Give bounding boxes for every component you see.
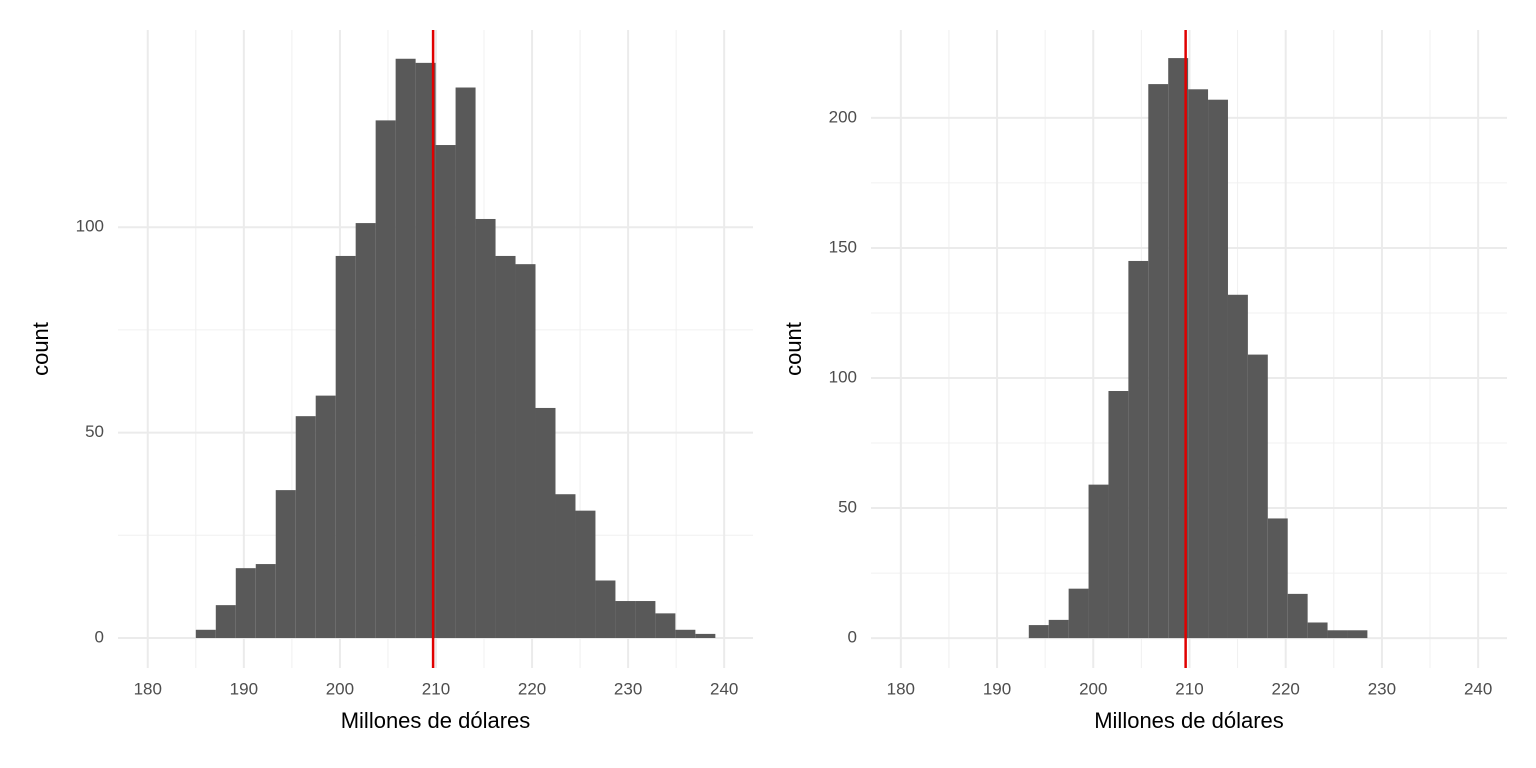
bar (375, 120, 396, 639)
bar (415, 62, 436, 639)
bar (195, 629, 216, 639)
y-axis-label: count (28, 322, 53, 376)
x-tick-label: 210 (1175, 679, 1203, 698)
bar (295, 416, 316, 639)
x-tick-label: 180 (887, 679, 915, 698)
x-axis-label: Millones de dólares (341, 708, 531, 733)
y-tick-label: 50 (85, 422, 104, 441)
y-tick-label: 0 (848, 628, 857, 647)
bar (475, 218, 496, 639)
x-tick-label: 230 (614, 679, 642, 698)
bar (455, 87, 476, 639)
x-tick-label: 210 (422, 679, 450, 698)
bar (315, 395, 336, 639)
bar (1088, 484, 1109, 639)
x-tick-label: 190 (983, 679, 1011, 698)
bar (575, 510, 596, 639)
x-tick-label: 240 (710, 679, 738, 698)
bar (1068, 588, 1089, 639)
bar (1227, 294, 1248, 639)
bar (215, 605, 236, 639)
bar (1188, 89, 1209, 639)
bar (435, 145, 456, 639)
bar (355, 223, 376, 639)
x-tick-label: 180 (134, 679, 162, 698)
bar (595, 580, 616, 639)
y-axis-label: count (781, 322, 806, 376)
bar (1347, 630, 1368, 639)
x-tick-label: 200 (326, 679, 354, 698)
bar (635, 601, 656, 639)
y-tick-label: 200 (829, 107, 857, 126)
bar (675, 629, 696, 639)
y-tick-label: 0 (95, 627, 104, 646)
bar (1327, 630, 1348, 639)
bar (495, 255, 516, 639)
bar (1048, 619, 1069, 639)
y-tick-label: 100 (829, 367, 857, 386)
bar (695, 633, 716, 639)
x-tick-label: 230 (1368, 679, 1396, 698)
x-tick-label: 190 (230, 679, 258, 698)
x-axis-label: Millones de dólares (1094, 708, 1284, 733)
bar (615, 601, 636, 639)
bar (555, 494, 576, 639)
bar (255, 564, 276, 639)
bar (275, 490, 296, 639)
bar (1168, 58, 1189, 639)
bar (1208, 99, 1228, 639)
bar (335, 255, 356, 639)
bar (1247, 354, 1268, 639)
y-tick-label: 150 (829, 237, 857, 256)
bar (235, 568, 256, 639)
bar (655, 613, 676, 639)
bar (1028, 625, 1049, 639)
bar (1108, 391, 1129, 639)
bar (1307, 622, 1328, 639)
bar (1267, 518, 1288, 639)
bar (1287, 593, 1308, 639)
bar (1148, 84, 1169, 639)
bar (395, 58, 416, 639)
x-tick-label: 200 (1079, 679, 1107, 698)
y-tick-label: 100 (76, 217, 104, 236)
x-tick-label: 220 (518, 679, 546, 698)
bar (535, 407, 556, 639)
bar (515, 264, 536, 639)
x-tick-label: 220 (1272, 679, 1300, 698)
bar (1128, 260, 1149, 639)
y-tick-label: 50 (838, 498, 857, 517)
x-tick-label: 240 (1464, 679, 1492, 698)
